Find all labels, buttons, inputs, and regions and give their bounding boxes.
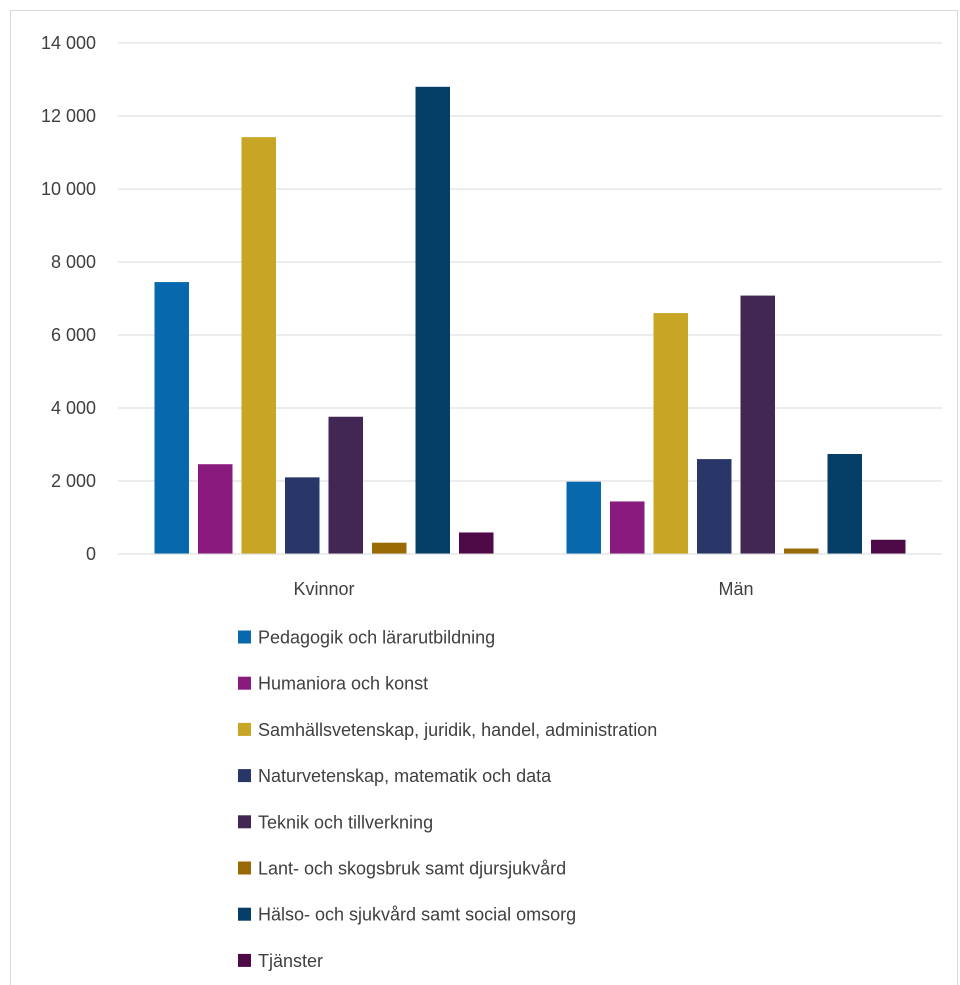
- legend-label: Naturvetenskap, matematik och data: [258, 766, 552, 786]
- bar: [372, 542, 407, 554]
- legend-label: Teknik och tillverkning: [258, 812, 433, 832]
- bar: [154, 282, 189, 554]
- y-tick-label: 10 000: [41, 179, 96, 199]
- legend-swatch: [238, 953, 251, 967]
- y-tick-label: 8 000: [51, 252, 96, 272]
- legend-label: Humaniora och konst: [258, 674, 428, 694]
- legend-swatch: [238, 630, 251, 644]
- legend-swatch: [238, 676, 251, 690]
- bar: [827, 453, 862, 554]
- bar: [740, 295, 775, 554]
- legend-swatch: [238, 769, 251, 783]
- bar: [285, 477, 320, 554]
- x-axis-labels: Kvinnor Män: [293, 579, 753, 599]
- y-tick-label: 14 000: [41, 33, 96, 53]
- bar: [328, 416, 363, 554]
- bar: [566, 481, 601, 554]
- bar: [610, 501, 645, 554]
- bar: [459, 532, 494, 554]
- bar: [697, 459, 732, 554]
- chart-frame: [10, 10, 958, 985]
- y-tick-label: 0: [86, 544, 96, 564]
- y-axis-ticks: 0 2 000 4 000 6 000 8 000 10 000 12 000 14 000: [41, 33, 96, 564]
- legend-label: Pedagogik och lärarutbildning: [258, 628, 495, 648]
- bar: [653, 313, 688, 554]
- y-tick-label: 12 000: [41, 106, 96, 126]
- legend-swatch: [238, 722, 251, 736]
- bar: [198, 464, 233, 554]
- bar: [241, 137, 276, 555]
- legend-label: Tjänster: [258, 951, 323, 971]
- bar: [784, 548, 819, 554]
- legend-swatch: [238, 861, 251, 875]
- bar: [415, 86, 450, 555]
- y-tick-label: 4 000: [51, 398, 96, 418]
- legend-swatch: [238, 907, 251, 921]
- legend-label: Samhällsvetenskap, juridik, handel, admi…: [258, 720, 657, 740]
- x-tick-label: Kvinnor: [293, 579, 354, 599]
- x-tick-label: Män: [718, 579, 753, 599]
- y-tick-label: 2 000: [51, 471, 96, 491]
- legend-swatch: [238, 815, 251, 829]
- bar: [871, 539, 906, 554]
- legend-label: Lant- och skogsbruk samt djursjukvård: [258, 859, 566, 879]
- bars: [118, 86, 942, 555]
- legend: Pedagogik och lärarutbildning Humaniora o…: [238, 628, 657, 971]
- y-tick-label: 6 000: [51, 325, 96, 345]
- legend-label: Hälso- och sjukvård samt social omsorg: [258, 905, 576, 925]
